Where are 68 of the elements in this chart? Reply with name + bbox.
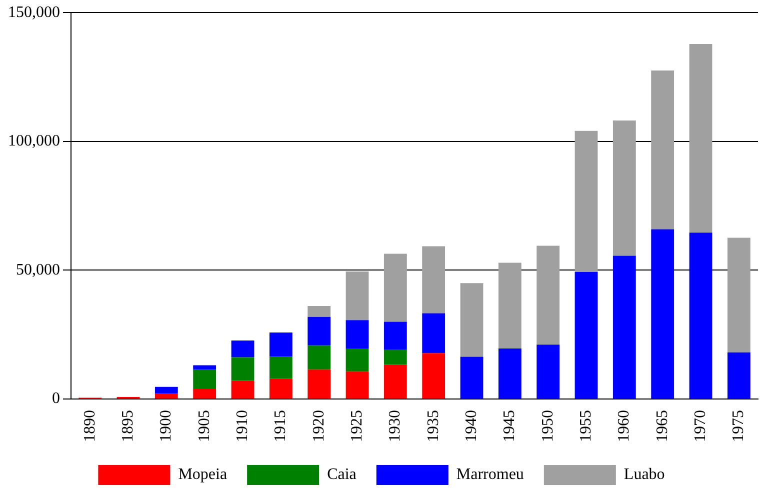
bar [727, 352, 750, 398]
x-tick-label: 1915 [272, 410, 290, 442]
y-tick-label: 0 [52, 390, 60, 408]
bar [193, 370, 216, 389]
bar [460, 283, 484, 357]
bar [231, 380, 254, 398]
legend-label: Luabo [624, 466, 665, 484]
x-tick-label: 1955 [577, 410, 594, 442]
bar [269, 356, 292, 379]
bar [384, 364, 407, 398]
legend-label: Mopeia [178, 466, 228, 484]
bar [384, 350, 407, 365]
bar [422, 353, 446, 398]
bar [384, 254, 407, 322]
bar [308, 369, 331, 398]
bar [574, 272, 598, 398]
bar [612, 256, 636, 398]
x-tick-label: 1935 [424, 410, 442, 442]
bar [346, 271, 369, 320]
x-tick-label: 1930 [386, 410, 404, 442]
x-tick-label: 1920 [310, 410, 328, 442]
bar [689, 232, 712, 398]
legend-label: Marromeu [456, 466, 524, 484]
bar [231, 340, 254, 358]
bar [651, 70, 674, 230]
bar [346, 371, 369, 398]
x-tick-label: 1965 [654, 410, 671, 442]
bar [231, 357, 254, 381]
bar [193, 388, 216, 398]
x-tick-label: 1895 [119, 410, 136, 442]
y-tick-label: 100,000 [8, 132, 60, 150]
bar [308, 316, 331, 346]
bar [346, 320, 369, 349]
x-tick-label: 1940 [462, 410, 480, 442]
bar [536, 344, 560, 398]
x-tick-label: 1970 [692, 410, 709, 442]
bar [498, 262, 522, 349]
y-tick-label: 50,000 [16, 261, 60, 278]
bar [154, 386, 178, 394]
bar [689, 44, 712, 233]
bar [308, 345, 331, 370]
bar [422, 246, 446, 314]
x-tick-label: 1945 [501, 410, 518, 442]
bar [651, 229, 674, 398]
bar [460, 356, 484, 398]
x-tick-label: 1975 [730, 410, 748, 442]
bar [269, 332, 292, 357]
bar [154, 394, 178, 398]
bar [536, 246, 560, 345]
y-tick-label: 150,000 [8, 4, 60, 21]
x-tick-label: 1910 [234, 410, 251, 442]
x-tick-label: 1925 [348, 410, 366, 442]
bar [574, 130, 598, 272]
bar [269, 378, 292, 398]
bar [498, 348, 522, 398]
bar [193, 365, 216, 370]
bar [727, 238, 750, 352]
bar [308, 306, 331, 317]
bar [384, 322, 407, 350]
bar [612, 120, 636, 256]
bar [422, 313, 446, 354]
x-tick-label: 1950 [539, 410, 556, 442]
x-tick-label: 1905 [196, 410, 213, 442]
legend-label: Caia [327, 466, 356, 484]
x-tick-label: 1960 [616, 410, 633, 442]
bar [346, 348, 369, 372]
x-tick-label: 1900 [158, 410, 175, 442]
x-tick-label: 1890 [81, 410, 98, 442]
